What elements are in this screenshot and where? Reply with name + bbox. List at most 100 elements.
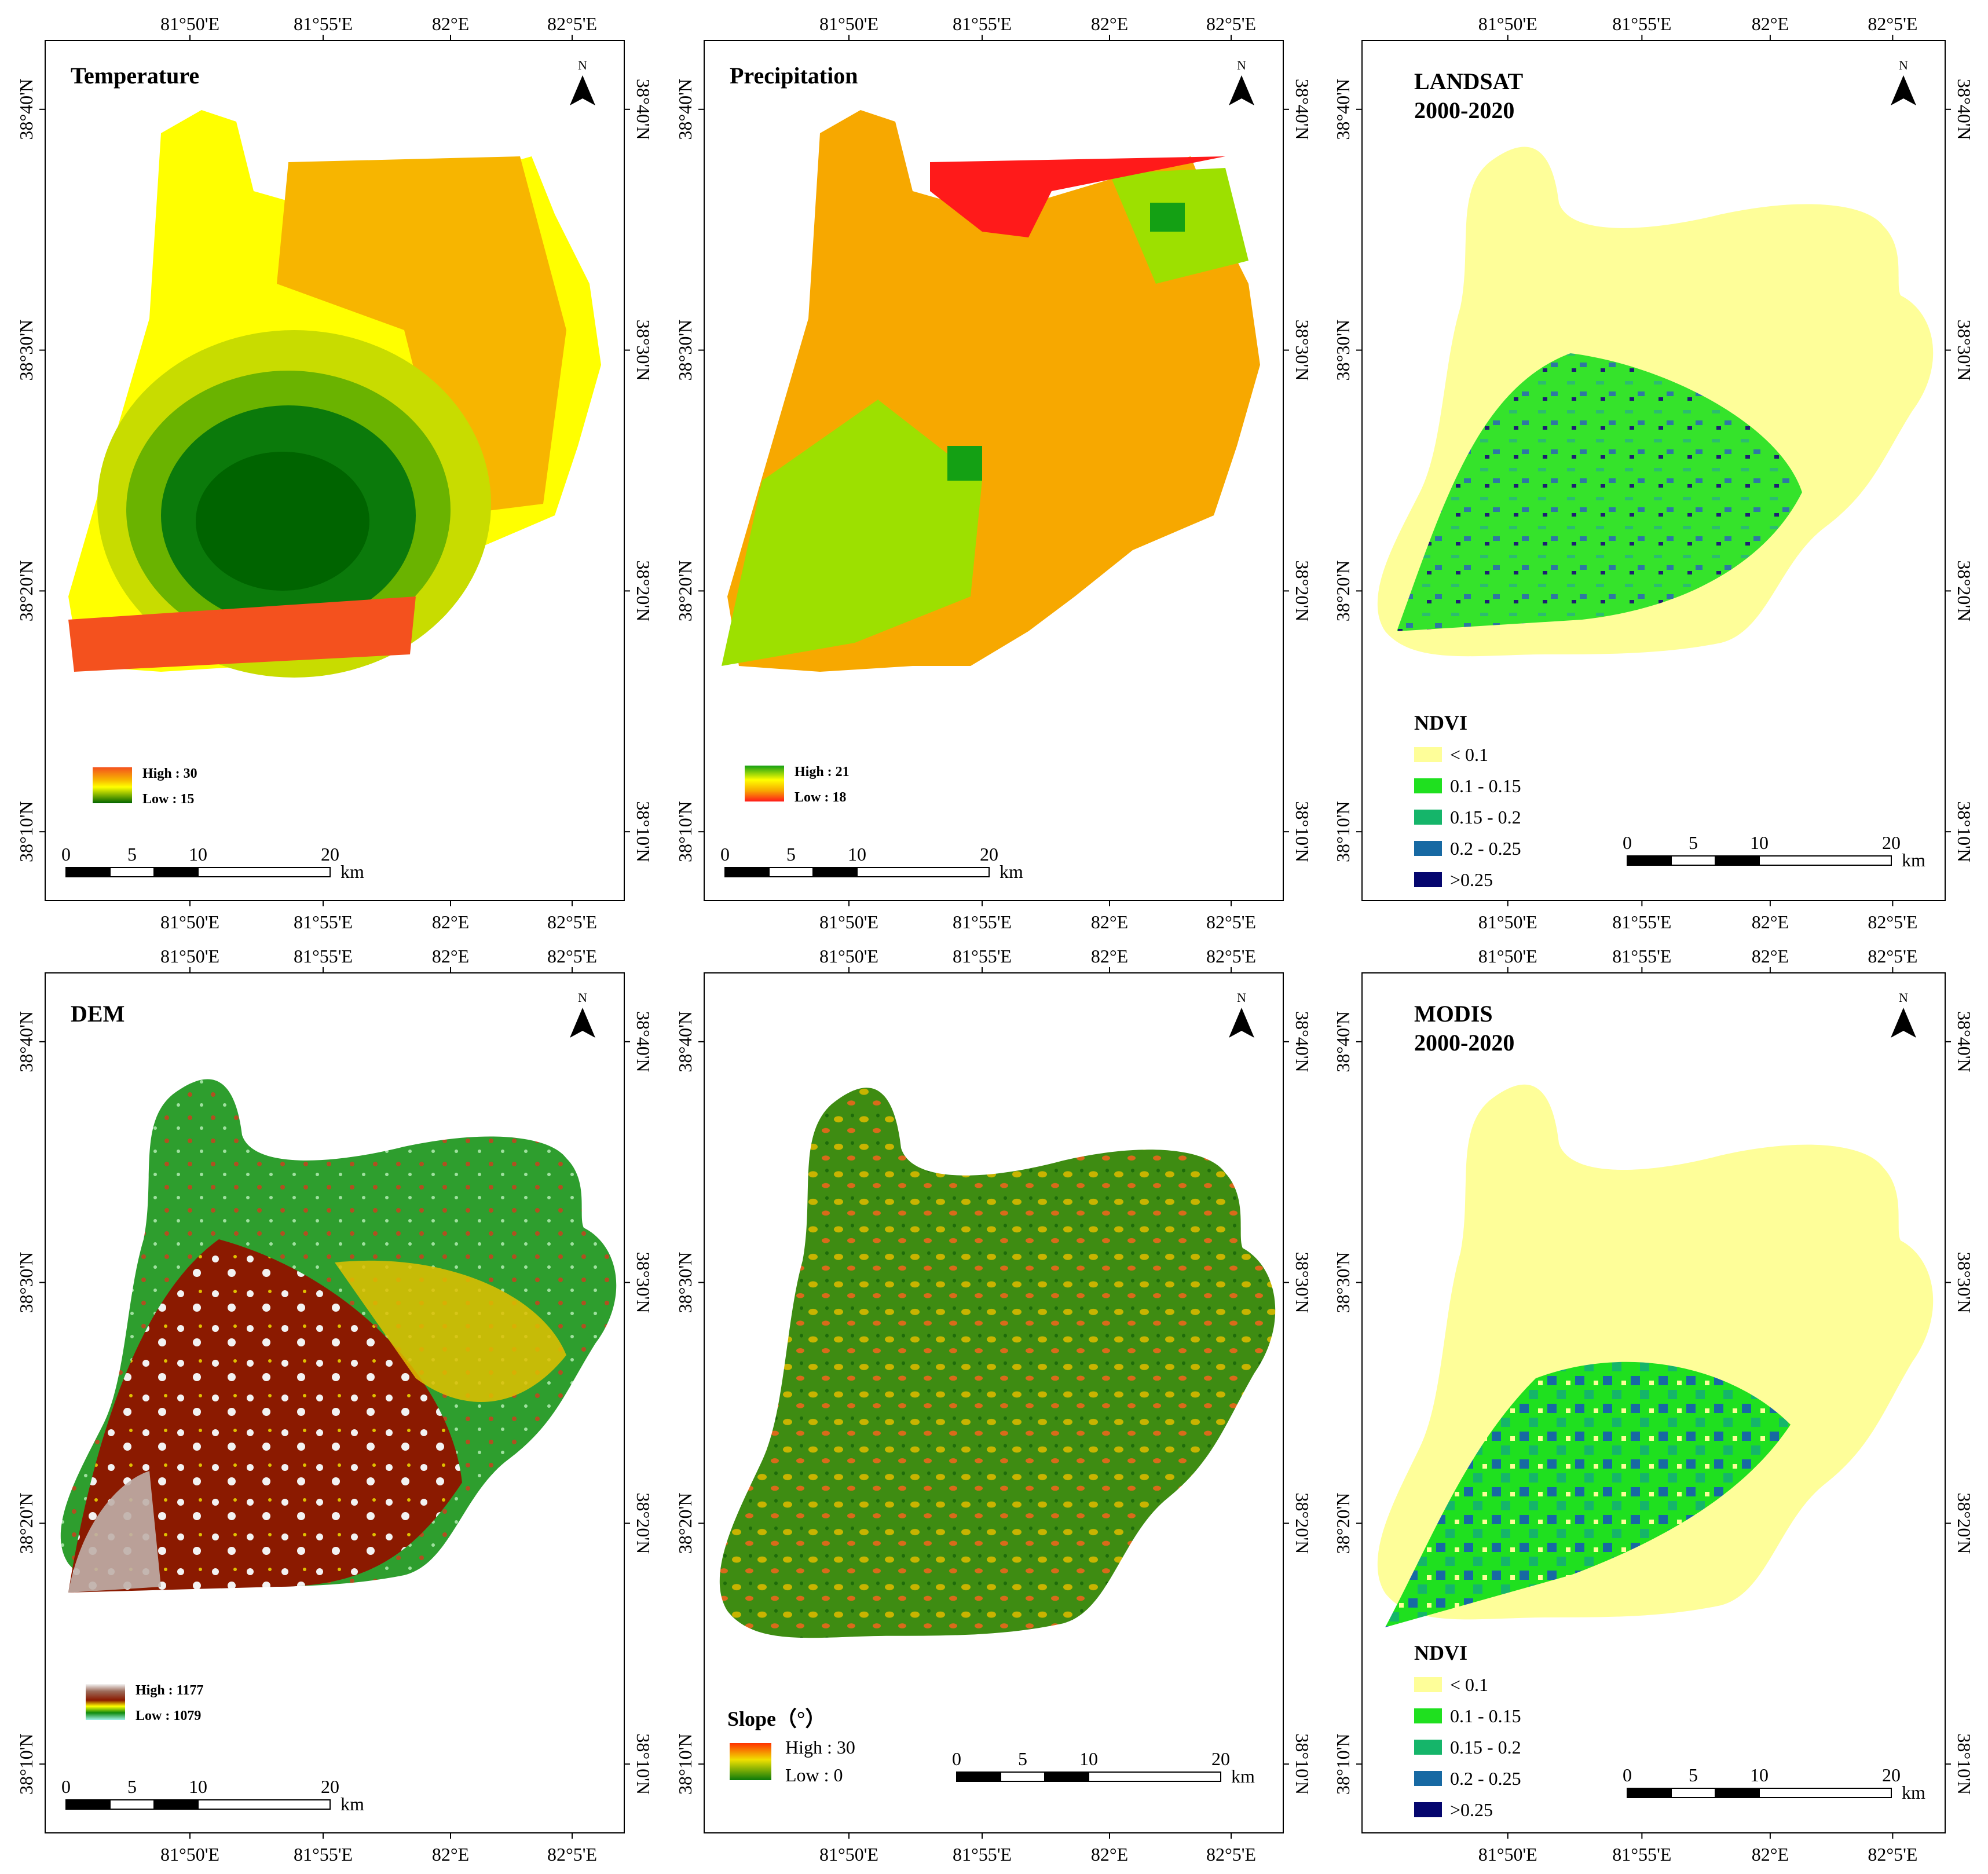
lon-tick-label-bottom: 82°5'E <box>547 1844 597 1865</box>
scalebar-segment <box>1671 855 1716 866</box>
lon-tick-label-top: 81°55'E <box>1612 946 1671 967</box>
lat-tick-label-left: 38°10'N <box>675 1733 695 1795</box>
scalebar-segment <box>197 1799 331 1810</box>
lat-tick-label-right: 38°30'N <box>1954 1252 1975 1313</box>
north-arrow-icon <box>1229 1008 1242 1038</box>
scalebar-segment <box>1000 1771 1045 1782</box>
precipitation-wet-cell <box>1150 203 1185 232</box>
lat-tick-label-left: 38°20'N <box>1332 561 1353 622</box>
ndvi-legend-label: 0.2 - 0.25 <box>1450 838 1521 859</box>
north-label: N <box>1899 990 1908 1005</box>
lat-tick-label-left: 38°10'N <box>16 801 36 862</box>
lon-tick-label-top: 82°5'E <box>1868 946 1917 967</box>
north-label: N <box>578 990 587 1005</box>
lon-tick-label-bottom: 82°5'E <box>547 912 597 932</box>
lon-tick-label-bottom: 81°50'E <box>1478 1844 1537 1865</box>
lon-tick-label-top: 82°E <box>1091 946 1128 967</box>
north-arrow-icon <box>1903 75 1916 105</box>
scalebar-segment <box>1088 1771 1221 1782</box>
scalebar-unit: km <box>1902 1782 1925 1803</box>
north-arrow-icon <box>570 1008 583 1038</box>
scalebar-label: 0 <box>720 844 730 865</box>
lon-tick-label-bottom: 82°5'E <box>1868 1844 1917 1865</box>
lon-tick-label-bottom: 81°55'E <box>1612 1844 1671 1865</box>
lon-tick-label-bottom: 82°5'E <box>1206 912 1256 932</box>
lon-tick-label-bottom: 81°50'E <box>819 1844 878 1865</box>
legend-high-label: High : 30 <box>142 766 197 781</box>
north-arrow-icon <box>1891 75 1903 105</box>
lon-tick-label-bottom: 82°E <box>1091 912 1128 932</box>
lat-tick-label-right: 38°20'N <box>1292 1493 1313 1554</box>
lat-tick-label-right: 38°20'N <box>1954 1493 1975 1554</box>
lat-tick-label-left: 38°10'N <box>1332 1733 1353 1795</box>
lon-tick-label-top: 82°E <box>1752 946 1789 967</box>
scalebar-label: 0 <box>61 1776 71 1797</box>
map-frame <box>1361 972 1946 1833</box>
scalebar-label: 0 <box>952 1748 961 1769</box>
scalebar-segment <box>812 867 858 877</box>
lat-tick-label-left: 38°20'N <box>675 1493 695 1554</box>
scalebar-label: 0 <box>61 844 71 865</box>
lon-tick-label-bottom: 82°E <box>432 1844 469 1865</box>
precipitation-wet-zone <box>722 400 982 666</box>
lon-tick-label-top: 81°55'E <box>294 946 353 967</box>
lon-tick-label-top: 81°50'E <box>160 946 219 967</box>
north-arrow-icon <box>583 1008 595 1038</box>
ndvi-legend-swatch <box>1414 841 1442 856</box>
lon-tick-label-bottom: 81°50'E <box>819 912 878 932</box>
ndvi-legend-swatch <box>1414 1740 1442 1755</box>
lat-tick-label-right: 38°30'N <box>1292 320 1313 381</box>
ndvi-legend-swatch <box>1414 778 1442 793</box>
scalebar-label: 10 <box>848 844 866 865</box>
ndvi-legend-title: NDVI <box>1414 711 1467 734</box>
lat-tick-label-right: 38°10'N <box>1292 801 1313 862</box>
temperature-hot-zone <box>68 596 416 672</box>
scalebar-segment <box>153 867 199 877</box>
lat-tick-label-left: 38°30'N <box>16 320 36 381</box>
north-arrow-icon <box>1242 1008 1254 1038</box>
scalebar-segment <box>65 1799 111 1810</box>
scalebar-segment <box>956 1771 1001 1782</box>
lon-tick-label-top: 82°5'E <box>1206 946 1256 967</box>
lon-tick-label-bottom: 81°50'E <box>1478 912 1537 932</box>
ndvi-legend-swatch <box>1414 1708 1442 1723</box>
lon-tick-label-top: 82°E <box>1091 13 1128 34</box>
lon-tick-label-top: 81°50'E <box>1478 946 1537 967</box>
legend-low-label: Low : 0 <box>785 1765 843 1785</box>
legend-low-label: Low : 1079 <box>136 1708 201 1723</box>
lat-tick-label-right: 38°10'N <box>1954 1733 1975 1795</box>
ndvi-legend-label: 0.1 - 0.15 <box>1450 1705 1521 1726</box>
panel-title: DEM <box>71 1001 125 1027</box>
lat-tick-label-left: 38°30'N <box>16 1252 36 1313</box>
scalebar-segment <box>109 1799 155 1810</box>
scalebar-segment <box>153 1799 199 1810</box>
scalebar-label: 5 <box>127 844 137 865</box>
slope-raster <box>719 1088 1276 1638</box>
lat-tick-label-left: 38°40'N <box>1332 1011 1353 1073</box>
map-frame <box>704 972 1284 1833</box>
north-label: N <box>1899 58 1908 72</box>
temperature-warm-zone <box>277 156 566 515</box>
map-frame <box>45 972 625 1833</box>
ndvi-legend-swatch <box>1414 1677 1442 1692</box>
lat-tick-label-right: 38°40'N <box>1292 1011 1313 1073</box>
lat-tick-label-right: 38°20'N <box>1954 561 1975 622</box>
lat-tick-label-right: 38°20'N <box>633 561 654 622</box>
lon-tick-label-bottom: 81°50'E <box>160 1844 219 1865</box>
lat-tick-label-right: 38°10'N <box>633 801 654 862</box>
north-arrow-icon <box>1903 1008 1916 1038</box>
ndvi-legend-label: >0.25 <box>1450 1799 1493 1820</box>
lon-tick-label-bottom: 82°5'E <box>1868 912 1917 932</box>
dem-mid-elevation-zone <box>335 1260 566 1402</box>
lat-tick-label-left: 38°40'N <box>675 79 695 140</box>
scalebar-label: 10 <box>1750 832 1769 853</box>
scalebar-label: 20 <box>321 1776 339 1797</box>
legend-low-label: Low : 18 <box>795 790 846 805</box>
ndvi-legend-label: 0.15 - 0.2 <box>1450 1737 1521 1758</box>
panel-title: Precipitation <box>730 63 858 89</box>
lat-tick-label-right: 38°20'N <box>1292 561 1313 622</box>
scalebar-segment <box>1627 855 1672 866</box>
